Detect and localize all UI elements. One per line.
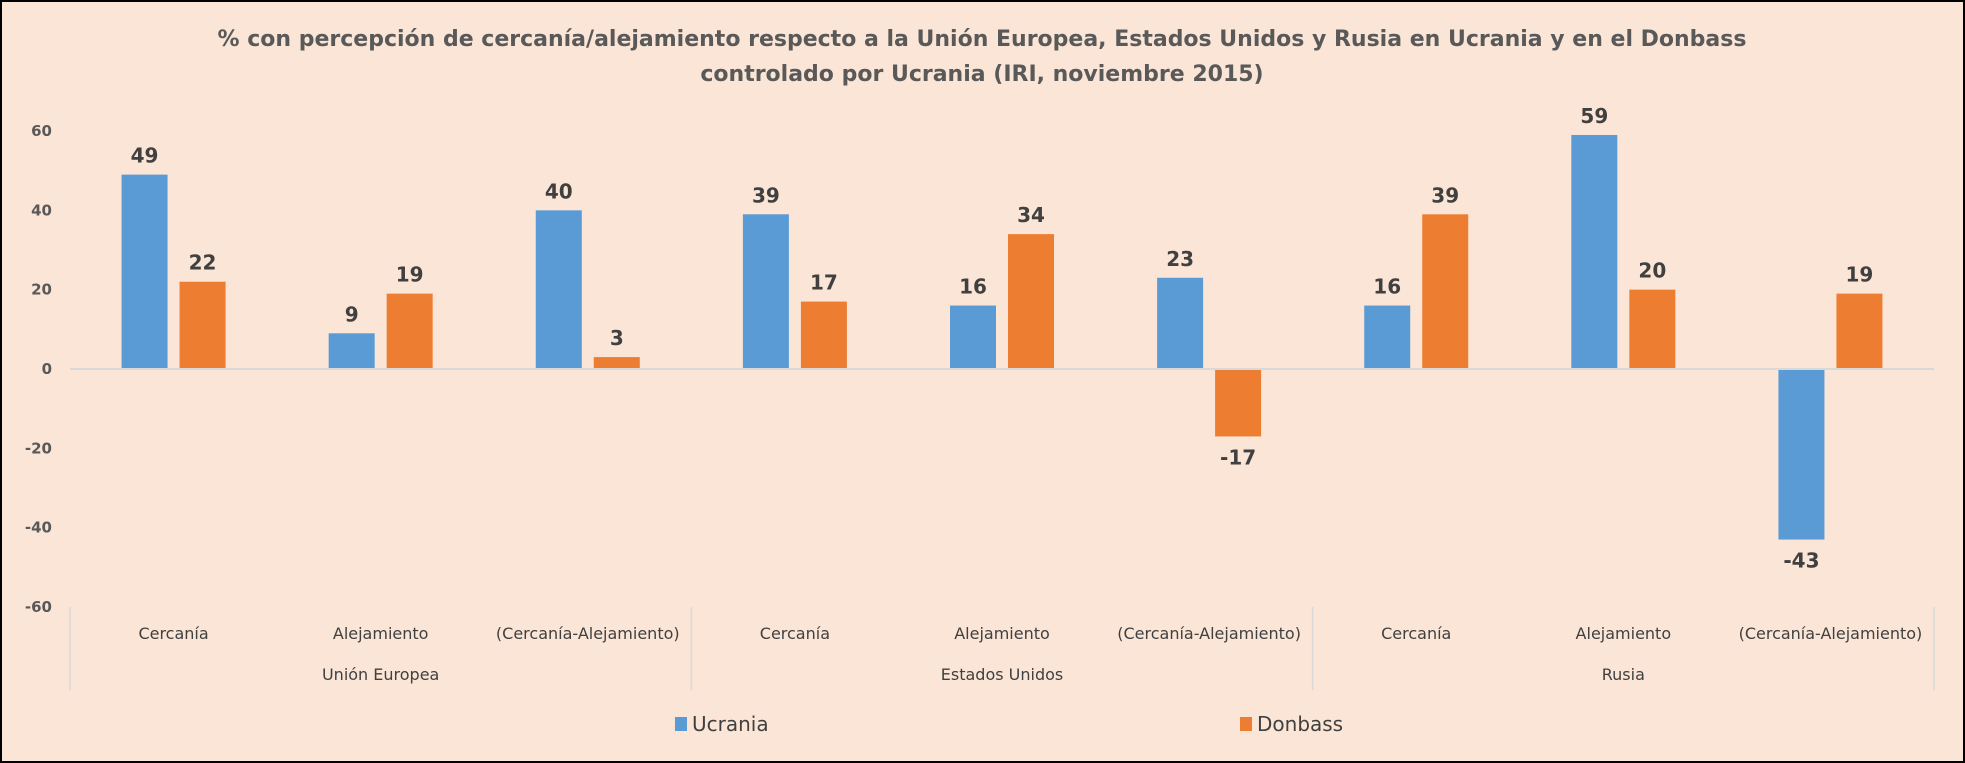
data-label-ucrania: 9 xyxy=(345,302,359,326)
bar-donbass xyxy=(1836,293,1883,369)
y-tick-label: 20 xyxy=(31,281,52,299)
bar-ucrania xyxy=(950,305,996,369)
data-label-donbass: 19 xyxy=(1846,263,1874,287)
bar-donbass xyxy=(386,293,433,369)
bar-ucrania xyxy=(1571,134,1618,369)
data-label-donbass: 3 xyxy=(610,326,624,350)
x-category-label: Alejamiento xyxy=(1576,624,1672,643)
y-tick-label: -20 xyxy=(25,439,52,457)
x-category-label: Cercanía xyxy=(138,624,208,643)
data-label-donbass: 22 xyxy=(189,251,217,275)
data-label-ucrania: 16 xyxy=(959,275,987,299)
x-category-label: (Cercanía-Alejamiento) xyxy=(1739,624,1923,643)
bar-donbass xyxy=(1629,289,1676,369)
bar-ucrania xyxy=(535,210,582,369)
x-axis: Cercanía Alejamiento (Cercanía-Alejamiento… xyxy=(69,368,1935,690)
y-tick-label: -60 xyxy=(25,598,52,616)
bar-donbass xyxy=(800,301,847,369)
chart-title-line-2: controlado por Ucrania (IRI, noviembre 2… xyxy=(700,62,1263,87)
bar-ucrania xyxy=(1364,305,1411,369)
data-label-ucrania: 49 xyxy=(131,144,159,168)
x-category-label: (Cercanía-Alejamiento) xyxy=(1117,624,1301,643)
legend-swatch-donbass xyxy=(1240,717,1252,731)
x-group-label: Unión Europea xyxy=(322,665,439,684)
data-label-donbass: 20 xyxy=(1638,259,1666,283)
bar-donbass xyxy=(1215,369,1262,437)
data-label-ucrania: 40 xyxy=(545,179,573,203)
bar-ucrania xyxy=(328,333,375,369)
x-category-label: (Cercanía-Alejamiento) xyxy=(496,624,680,643)
bar-ucrania xyxy=(121,174,168,369)
x-group-label: Rusia xyxy=(1602,665,1645,684)
x-category-label: Cercanía xyxy=(760,624,830,643)
data-label-donbass: -17 xyxy=(1220,445,1256,469)
chart-title-line-1: % con percepción de cercanía/alejamiento… xyxy=(218,27,1747,52)
bar-ucrania xyxy=(1778,369,1825,540)
x-category-label: Alejamiento xyxy=(954,624,1050,643)
legend: Ucrania Donbass xyxy=(675,712,1343,736)
bars xyxy=(121,134,1883,540)
bar-donbass xyxy=(179,281,226,369)
y-tick-label: 40 xyxy=(31,201,52,219)
data-label-donbass: 39 xyxy=(1431,183,1459,207)
x-group-label: Estados Unidos xyxy=(941,665,1063,684)
data-label-ucrania: 59 xyxy=(1580,104,1608,128)
y-tick-label: 0 xyxy=(42,360,52,378)
y-axis: 60 40 20 0 -20 -40 -60 xyxy=(25,122,52,616)
y-tick-label: -40 xyxy=(25,519,52,537)
data-label-donbass: 19 xyxy=(396,263,424,287)
bar-donbass xyxy=(1422,214,1469,369)
data-label-donbass: 34 xyxy=(1017,203,1045,227)
bar-ucrania xyxy=(742,214,789,369)
legend-label-ucrania: Ucrania xyxy=(692,712,769,736)
data-label-ucrania: 23 xyxy=(1166,247,1194,271)
x-category-label: Alejamiento xyxy=(333,624,429,643)
y-tick-label: 60 xyxy=(31,122,52,140)
bar-donbass xyxy=(593,357,640,369)
bar-donbass xyxy=(1008,234,1054,369)
data-label-ucrania: 16 xyxy=(1373,275,1401,299)
x-category-label: Cercanía xyxy=(1381,624,1451,643)
data-labels: 49 9 40 39 16 23 16 59 -43 22 19 3 17 34 -17 39 20 19 xyxy=(131,104,1874,573)
chart-title: % con percepción de cercanía/alejamiento… xyxy=(218,27,1747,87)
data-label-donbass: 17 xyxy=(810,271,838,295)
data-label-ucrania: 39 xyxy=(752,183,780,207)
legend-swatch-ucrania xyxy=(675,717,687,731)
data-label-ucrania: -43 xyxy=(1783,549,1819,573)
bar-ucrania xyxy=(1157,277,1204,369)
legend-label-donbass: Donbass xyxy=(1257,712,1343,736)
